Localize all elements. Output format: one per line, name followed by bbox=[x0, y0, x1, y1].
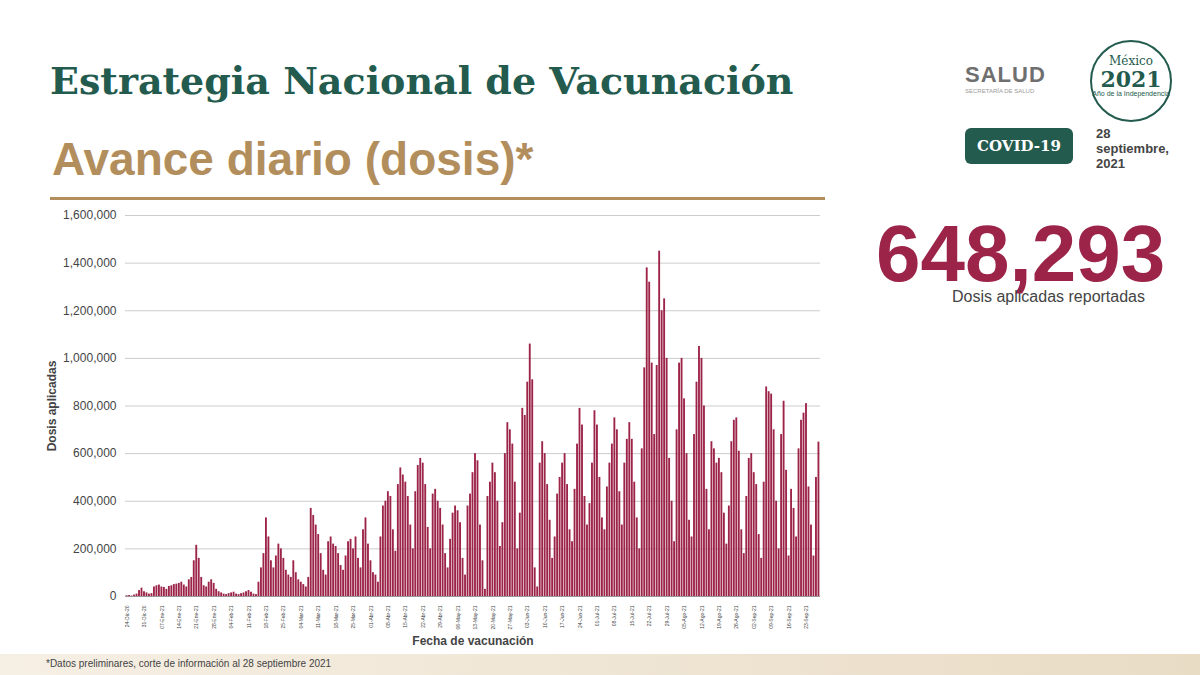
svg-text:1,400,000: 1,400,000 bbox=[63, 256, 117, 270]
svg-text:400,000: 400,000 bbox=[73, 494, 117, 508]
svg-text:21-Ene-21: 21-Ene-21 bbox=[193, 605, 199, 629]
html-text:México: México bbox=[1109, 54, 1153, 68]
html-text:Estrategia Nacional de Vacunac: Estrategia Nacional de Vacunación bbox=[50, 58, 794, 103]
html-text:2021: 2021 bbox=[1100, 66, 1162, 92]
svg-text:02-Sep-21: 02-Sep-21 bbox=[751, 605, 757, 629]
svg-text:07-Ene-21: 07-Ene-21 bbox=[158, 605, 164, 629]
html-text:SECRETARÍA DE SALUD: SECRETARÍA DE SALUD bbox=[965, 88, 1035, 94]
svg-text:15-Jul-21: 15-Jul-21 bbox=[629, 605, 635, 626]
svg-text:25-Feb-21: 25-Feb-21 bbox=[280, 605, 286, 628]
svg-text:1,600,000: 1,600,000 bbox=[63, 208, 117, 222]
svg-text:06-May-21: 06-May-21 bbox=[455, 605, 461, 629]
svg-text:01-Abr-21: 01-Abr-21 bbox=[368, 605, 374, 627]
svg-text:18-Feb-21: 18-Feb-21 bbox=[263, 605, 269, 628]
svg-text:05-Ago-21: 05-Ago-21 bbox=[681, 605, 687, 629]
svg-text:0: 0 bbox=[110, 589, 117, 603]
svg-text:04-Feb-21: 04-Feb-21 bbox=[228, 605, 234, 628]
svg-text:24-Jun-21: 24-Jun-21 bbox=[577, 605, 583, 628]
svg-text:26-Ago-21: 26-Ago-21 bbox=[733, 605, 739, 629]
svg-text:24-Dic-20: 24-Dic-20 bbox=[124, 605, 130, 627]
svg-text:22-Abr-21: 22-Abr-21 bbox=[420, 605, 426, 627]
svg-text:29-Abr-21: 29-Abr-21 bbox=[437, 605, 443, 627]
svg-text:Fecha de vacunación: Fecha de vacunación bbox=[412, 634, 533, 648]
svg-text:11-Mar-21: 11-Mar-21 bbox=[315, 605, 321, 628]
html-text:648,293: 648,293 bbox=[876, 209, 1166, 298]
html-text:Año de la Independencia: Año de la Independencia bbox=[1092, 90, 1170, 97]
html-text:Dosis aplicadas reportadas: Dosis aplicadas reportadas bbox=[952, 288, 1145, 305]
svg-text:23-Sep-21: 23-Sep-21 bbox=[803, 605, 809, 629]
svg-text:600,000: 600,000 bbox=[73, 446, 117, 460]
svg-text:13-May-21: 13-May-21 bbox=[472, 605, 478, 629]
html-text:SALUD: SALUD bbox=[965, 62, 1046, 87]
svg-text:12-Ago-21: 12-Ago-21 bbox=[699, 605, 705, 629]
html-text:28 septiembre, 2021: 28 septiembre, 2021 bbox=[1096, 126, 1169, 171]
svg-text:800,000: 800,000 bbox=[73, 399, 117, 413]
svg-text:17-Jun-21: 17-Jun-21 bbox=[559, 605, 565, 628]
svg-text:29-Jul-21: 29-Jul-21 bbox=[664, 605, 670, 626]
svg-text:11-Feb-21: 11-Feb-21 bbox=[246, 605, 252, 628]
svg-text:200,000: 200,000 bbox=[73, 542, 117, 556]
svg-text:03-Jun-21: 03-Jun-21 bbox=[524, 605, 530, 628]
svg-text:19-Ago-21: 19-Ago-21 bbox=[716, 605, 722, 629]
svg-text:1,000,000: 1,000,000 bbox=[63, 351, 117, 365]
html-text:Avance diario (dosis)*: Avance diario (dosis)* bbox=[52, 133, 534, 185]
svg-text:10-Jun-21: 10-Jun-21 bbox=[542, 605, 548, 628]
svg-text:20-May-21: 20-May-21 bbox=[490, 605, 496, 629]
svg-text:15-Abr-21: 15-Abr-21 bbox=[402, 605, 408, 627]
svg-text:Dosis aplicadas: Dosis aplicadas bbox=[45, 360, 59, 451]
svg-text:09-Sep-21: 09-Sep-21 bbox=[768, 605, 774, 629]
html-text:COVID-19: COVID-19 bbox=[977, 137, 1061, 155]
svg-text:08-Abr-21: 08-Abr-21 bbox=[385, 605, 391, 627]
svg-text:25-Mar-21: 25-Mar-21 bbox=[350, 605, 356, 628]
svg-text:1,200,000: 1,200,000 bbox=[63, 304, 117, 318]
svg-text:16-Sep-21: 16-Sep-21 bbox=[786, 605, 792, 629]
svg-text:31-Dic-20: 31-Dic-20 bbox=[141, 605, 147, 627]
svg-text:01-Jul-21: 01-Jul-21 bbox=[594, 605, 600, 626]
svg-text:22-Jul-21: 22-Jul-21 bbox=[646, 605, 652, 626]
svg-text:08-Jul-21: 08-Jul-21 bbox=[611, 605, 617, 626]
svg-text:14-Ene-21: 14-Ene-21 bbox=[176, 605, 182, 629]
html-text:*Datos preliminares, corte de: *Datos preliminares, corte de informació… bbox=[46, 658, 332, 669]
svg-text:04-Mar-21: 04-Mar-21 bbox=[298, 605, 304, 628]
svg-text:18-Mar-21: 18-Mar-21 bbox=[333, 605, 339, 628]
svg-text:27-May-21: 27-May-21 bbox=[507, 605, 513, 629]
svg-text:28-Ene-21: 28-Ene-21 bbox=[211, 605, 217, 629]
